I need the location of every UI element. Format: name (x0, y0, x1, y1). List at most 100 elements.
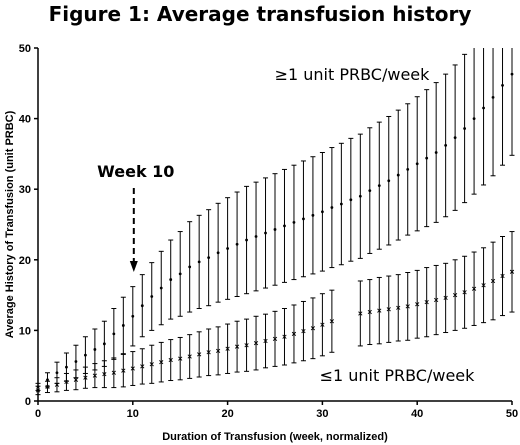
data-point-high (178, 272, 182, 276)
data-point-low (320, 322, 325, 327)
x-marker-stroke (434, 297, 439, 303)
y-tick-label: 10 (19, 325, 31, 337)
x-marker-stroke (234, 344, 240, 349)
data-point-high (273, 228, 277, 231)
data-point-high (140, 304, 144, 308)
x-marker-stroke (301, 328, 306, 334)
data-point-high (112, 332, 116, 336)
data-point-low (187, 354, 192, 359)
data-point-high (159, 286, 163, 290)
markers-layer (35, 72, 515, 393)
x-marker-stroke (263, 338, 268, 344)
x-tick-label: 0 (35, 408, 41, 420)
data-point-high (406, 168, 410, 171)
x-marker-stroke (310, 326, 316, 331)
x-marker-stroke (225, 346, 230, 351)
y-tick-label: 30 (19, 184, 31, 196)
data-point-high (444, 144, 448, 147)
data-point-high (292, 220, 296, 224)
data-point-high (150, 295, 154, 298)
x-marker-stroke (54, 382, 60, 387)
data-point-low (500, 273, 505, 279)
data-point-high (321, 210, 324, 214)
data-point-high (197, 260, 201, 264)
y-axis-title: Average History of Transfusion (unit PRB… (4, 110, 16, 338)
data-point-low (159, 360, 164, 365)
data-point-high (434, 151, 438, 154)
data-point-high (330, 206, 334, 209)
data-point-low (92, 373, 97, 378)
x-marker-stroke (291, 331, 297, 337)
data-point-high (74, 360, 78, 363)
x-marker-stroke (197, 352, 202, 357)
data-point-low (111, 370, 116, 375)
x-axis-title: Duration of Transfusion (week, normalize… (162, 431, 388, 443)
y-tick-label: 20 (19, 255, 31, 267)
data-point-low (415, 302, 420, 307)
y-tick-label: 50 (19, 43, 31, 55)
data-point-low (490, 278, 496, 284)
x-marker-stroke (377, 308, 382, 313)
data-point-high (482, 106, 485, 110)
x-marker-stroke (415, 302, 420, 307)
data-point-low (329, 319, 334, 324)
x-marker-stroke (367, 309, 372, 315)
data-point-high (425, 156, 429, 160)
data-point-high (368, 189, 372, 193)
x-marker-stroke (282, 334, 287, 339)
x-tick-label: 20 (221, 408, 233, 420)
annotation-low-group: ≤1 unit PRBC/week (320, 366, 476, 385)
x-marker-stroke (500, 273, 505, 279)
data-point-high (387, 179, 391, 183)
data-point-high (121, 324, 125, 327)
data-point-low (424, 300, 429, 305)
data-point-low (301, 328, 306, 334)
x-marker-stroke (111, 370, 116, 375)
x-marker-stroke (272, 336, 278, 341)
data-point-high (93, 348, 97, 351)
data-point-low (121, 368, 126, 373)
annotation-high-group: ≥1 unit PRBC/week (275, 65, 431, 84)
y-tick-label: 0 (25, 396, 31, 408)
data-point-low (234, 344, 240, 349)
x-marker-stroke (187, 354, 192, 359)
data-point-high (207, 256, 211, 260)
data-point-high (510, 72, 514, 76)
data-point-high (349, 198, 353, 202)
x-tick-label: 40 (411, 408, 423, 420)
x-marker-stroke (358, 311, 363, 316)
data-point-low (386, 307, 391, 312)
data-point-high (131, 314, 135, 318)
data-point-high (188, 265, 192, 269)
x-marker-stroke (45, 384, 50, 389)
data-point-high (339, 202, 343, 206)
error-bar (509, 48, 515, 156)
data-point-low (225, 346, 230, 351)
x-tick-label: 30 (316, 408, 328, 420)
week-10-arrowhead (129, 261, 138, 272)
data-point-low (509, 269, 515, 274)
data-point-low (310, 326, 316, 331)
x-marker-stroke (149, 362, 154, 367)
data-point-low (462, 290, 467, 295)
data-point-low (206, 350, 211, 355)
data-point-high (235, 242, 239, 246)
data-point-low (263, 338, 268, 344)
x-marker-stroke (178, 356, 183, 361)
data-point-low (168, 357, 173, 363)
data-point-high (501, 84, 504, 87)
data-point-low (73, 377, 79, 382)
data-point-low (216, 348, 221, 353)
data-point-high (169, 278, 173, 281)
x-marker-stroke (121, 368, 126, 373)
error-bar (490, 48, 496, 177)
data-point-high (302, 217, 305, 221)
x-marker-stroke (253, 340, 259, 346)
x-marker-stroke (216, 348, 221, 353)
data-point-low (377, 308, 382, 313)
x-marker-stroke (490, 278, 496, 284)
x-marker-stroke (396, 305, 401, 310)
x-marker-stroke (320, 322, 325, 327)
data-point-low (244, 343, 249, 348)
